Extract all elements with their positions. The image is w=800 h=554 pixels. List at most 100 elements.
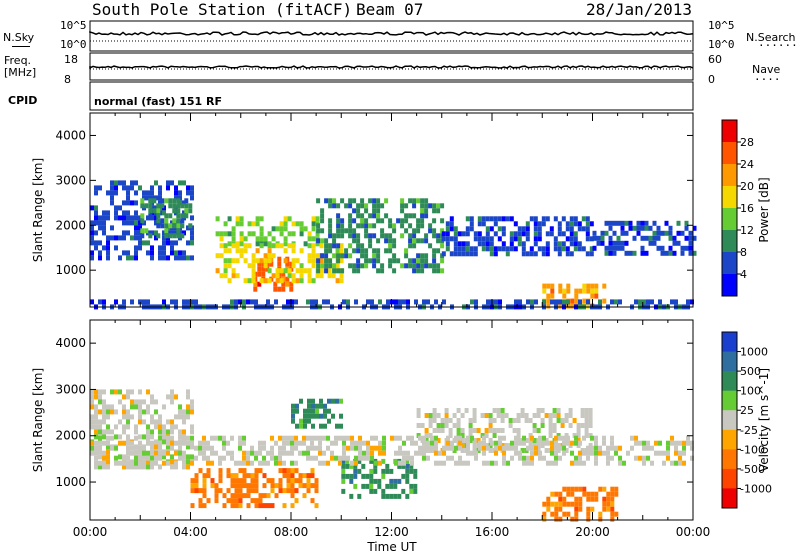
range-cell [158, 195, 162, 201]
range-cell [126, 200, 130, 206]
range-cell [303, 268, 308, 274]
range-cell [266, 299, 270, 305]
range-cell [122, 250, 126, 256]
range-cell [164, 218, 169, 224]
range-cell [90, 414, 94, 420]
range-cell [416, 413, 421, 418]
range-cell [267, 243, 272, 249]
range-cell [424, 213, 429, 219]
range-cell [110, 235, 114, 241]
range-cell [606, 506, 611, 512]
range-cell [142, 190, 146, 196]
range-cell [590, 445, 594, 451]
range-cell [465, 216, 470, 222]
range-cell [620, 240, 625, 246]
colorbar-segment [722, 332, 737, 353]
range-cell [404, 203, 409, 209]
range-cell [408, 238, 413, 244]
range-cell [608, 220, 613, 226]
range-cell [286, 483, 291, 489]
range-cell [98, 399, 102, 405]
range-cell [489, 246, 494, 252]
range-cell [335, 248, 340, 254]
range-cell [458, 460, 462, 466]
range-cell [513, 231, 518, 237]
range-cell [190, 215, 194, 221]
range-cell [122, 414, 126, 420]
range-cell [198, 488, 203, 494]
nsearch-tick-bottom: 10^0 [708, 38, 735, 51]
range-cell [572, 433, 577, 438]
range-cell [554, 516, 559, 522]
range-cell [405, 493, 410, 499]
range-cell [315, 241, 320, 247]
range-cell [250, 483, 255, 489]
range-cell [302, 435, 306, 441]
range-cell [422, 435, 426, 441]
range-cell [585, 231, 590, 237]
range-cell [610, 455, 614, 461]
range-cell [634, 440, 638, 446]
range-cell [381, 473, 386, 479]
range-cell [318, 445, 322, 451]
range-cell [290, 478, 295, 484]
range-cell [341, 488, 346, 494]
range-cell [356, 243, 361, 249]
range-cell [666, 445, 670, 451]
range-cell [319, 273, 324, 279]
range-cell [154, 455, 158, 461]
range-cell [436, 428, 441, 433]
range-cell [90, 230, 94, 236]
range-cell [558, 288, 563, 294]
range-cell [690, 455, 694, 461]
range-cell [154, 399, 158, 405]
range-cell [223, 263, 228, 269]
range-cell [319, 403, 323, 409]
range-cell [678, 460, 682, 466]
range-cell [412, 258, 417, 264]
range-cell [114, 205, 118, 211]
colorbar-tick-label: -500 [740, 463, 765, 476]
range-cell [254, 478, 259, 484]
range-cell [311, 236, 316, 242]
range-cell [354, 440, 358, 446]
range-cell [130, 404, 134, 410]
range-cell [150, 434, 154, 440]
range-cell [436, 203, 441, 209]
range-cell [194, 455, 198, 461]
range-cell [526, 455, 530, 461]
range-cell [554, 506, 559, 512]
range-cell [318, 440, 322, 446]
range-cell [404, 213, 409, 219]
range-cell [610, 486, 615, 492]
range-cell [576, 423, 581, 428]
range-cell [424, 203, 429, 209]
range-cell [291, 278, 296, 284]
range-cell [282, 435, 286, 441]
range-cell [194, 478, 199, 484]
range-cell [356, 223, 361, 229]
range-cell [140, 218, 145, 224]
range-cell [574, 460, 578, 466]
range-cell [521, 241, 526, 247]
range-cell [262, 503, 267, 509]
range-cell [652, 240, 657, 246]
range-cell [422, 299, 426, 305]
range-cell [480, 413, 485, 418]
range-cell [614, 299, 618, 305]
range-cell [170, 230, 174, 236]
range-cell [190, 185, 194, 191]
range-cell [349, 478, 354, 484]
range-cell [138, 464, 142, 470]
range-cell [668, 250, 673, 256]
range-cell [323, 413, 327, 419]
colorbar-tick-label: 1000 [740, 346, 768, 359]
range-cell [110, 195, 114, 201]
range-cell [550, 299, 554, 305]
range-cell [570, 440, 574, 446]
range-cell [484, 433, 489, 438]
range-cell [222, 503, 227, 509]
range-cell [510, 455, 514, 461]
range-cell [424, 413, 429, 418]
range-cell [315, 253, 320, 259]
